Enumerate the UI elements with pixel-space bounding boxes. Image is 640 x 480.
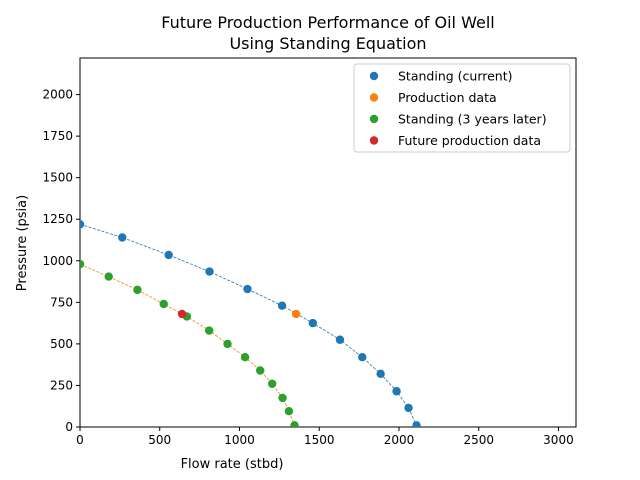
y-tick-label: 250 xyxy=(50,378,73,392)
y-tick-label: 1500 xyxy=(42,171,73,185)
x-tick-label: 3000 xyxy=(543,433,574,447)
legend: Standing (current) Production data Standin… xyxy=(353,63,571,153)
data-point xyxy=(358,352,367,362)
x-tick-label: 1000 xyxy=(224,433,255,447)
y-tick-label: 500 xyxy=(50,337,73,351)
x-tick-label: 500 xyxy=(148,433,171,447)
legend-label: Standing (3 years later) xyxy=(398,112,547,127)
x-tick-label: 2000 xyxy=(384,433,415,447)
data-point xyxy=(80,259,85,269)
axes-frame xyxy=(79,57,577,428)
data-point xyxy=(412,421,421,427)
data-point xyxy=(80,220,85,229)
data-point xyxy=(133,285,142,295)
data-point xyxy=(240,352,250,362)
y-tick-label: 1250 xyxy=(42,212,73,226)
legend-frame xyxy=(353,63,571,153)
x-tick-label: 0 xyxy=(76,433,84,447)
legend-label: Standing (current) xyxy=(398,69,513,84)
legend-marker xyxy=(369,93,379,102)
data-point xyxy=(104,272,113,281)
chart-title-line-2: Using Standing Equation xyxy=(229,34,426,53)
y-tick-label: 750 xyxy=(50,295,73,309)
data-point xyxy=(291,309,301,319)
data-point xyxy=(205,267,214,276)
data-point xyxy=(177,309,187,319)
plot-area: 0 500 1000 1500 2000 2500 3000 0 250 500 750 1000 12… xyxy=(42,57,577,447)
legend-label: Production data xyxy=(398,90,497,105)
data-point xyxy=(290,421,299,427)
data-point xyxy=(204,326,214,335)
y-tick-label: 0 xyxy=(65,420,73,434)
data-point xyxy=(278,393,287,403)
data-point xyxy=(308,318,318,328)
x-tick-label: 2500 xyxy=(463,433,494,447)
chart-title-line-1: Future Production Performance of Oil Wel… xyxy=(161,13,494,32)
x-tick-label: 1500 xyxy=(304,433,335,447)
data-point xyxy=(223,339,232,349)
legend-marker xyxy=(369,71,379,81)
y-axis-label: Pressure (psia) xyxy=(15,195,30,291)
data-point xyxy=(284,407,294,416)
y-tick-label: 2000 xyxy=(42,88,73,102)
data-point xyxy=(404,403,413,413)
data-point xyxy=(335,335,345,344)
data-point xyxy=(118,233,127,242)
legend-label: Future production data xyxy=(398,133,541,148)
data-point xyxy=(392,387,401,396)
data-point xyxy=(159,299,168,309)
data-point xyxy=(277,301,287,310)
x-axis-label: Flow rate (stbd) xyxy=(181,457,284,472)
data-point xyxy=(256,366,265,375)
legend-marker xyxy=(369,136,379,145)
data-point xyxy=(164,250,173,260)
data-point xyxy=(267,379,277,388)
y-tick-label: 1750 xyxy=(42,129,73,143)
data-point xyxy=(243,284,252,294)
data-point xyxy=(376,369,385,379)
y-tick-label: 1000 xyxy=(42,254,73,268)
series-layer xyxy=(80,220,421,427)
legend-marker xyxy=(369,114,379,124)
